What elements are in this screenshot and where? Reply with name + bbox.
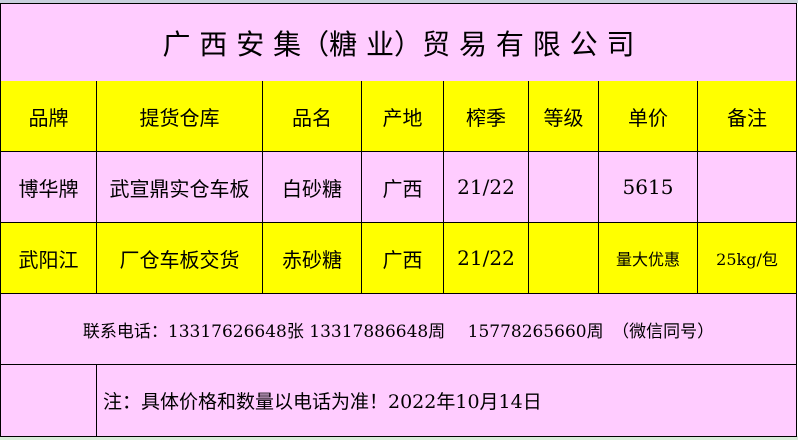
table-cell[interactable] xyxy=(529,152,599,223)
table-cell[interactable]: 量大优惠 xyxy=(599,223,698,294)
table-cell[interactable] xyxy=(698,152,797,223)
column-header[interactable]: 提货仓库 xyxy=(97,81,263,152)
table-cell[interactable]: 广西 xyxy=(362,152,444,223)
title-cell[interactable]: 广 西 安 集（糖 业）贸 易 有 限 公 司 xyxy=(0,3,797,82)
table-cell[interactable]: 武宣鼎实仓车板 xyxy=(97,152,263,223)
column-header[interactable]: 备注 xyxy=(698,81,797,152)
note-cell[interactable]: 注：具体价格和数量以电话为准！2022年10月14日 xyxy=(97,365,797,437)
table-cell[interactable]: 厂仓车板交货 xyxy=(97,223,263,294)
column-header[interactable]: 产地 xyxy=(362,81,444,152)
table-cell[interactable]: 白砂糖 xyxy=(263,152,362,223)
column-header[interactable]: 单价 xyxy=(599,81,698,152)
column-header[interactable]: 榨季 xyxy=(444,81,529,152)
column-header[interactable]: 等级 xyxy=(529,81,599,152)
column-header[interactable]: 品名 xyxy=(263,81,362,152)
table-cell[interactable]: 武阳江 xyxy=(0,223,97,294)
note-empty-cell[interactable] xyxy=(0,365,97,437)
sheet-gridline-bottom xyxy=(0,436,798,440)
column-header[interactable]: 品牌 xyxy=(0,81,97,152)
table-cell[interactable] xyxy=(529,223,599,294)
table-cell[interactable]: 广西 xyxy=(362,223,444,294)
table-cell[interactable]: 25kg/包 xyxy=(698,223,797,294)
table-cell[interactable]: 21/22 xyxy=(444,223,529,294)
sheet-gridline-top xyxy=(0,0,798,3)
table-cell[interactable]: 21/22 xyxy=(444,152,529,223)
contact-cell[interactable]: 联系电话：13317626648张 13317886648周 157782656… xyxy=(0,294,797,365)
table-cell[interactable]: 5615 xyxy=(599,152,698,223)
table-cell[interactable]: 博华牌 xyxy=(0,152,97,223)
table-cell[interactable]: 赤砂糖 xyxy=(263,223,362,294)
